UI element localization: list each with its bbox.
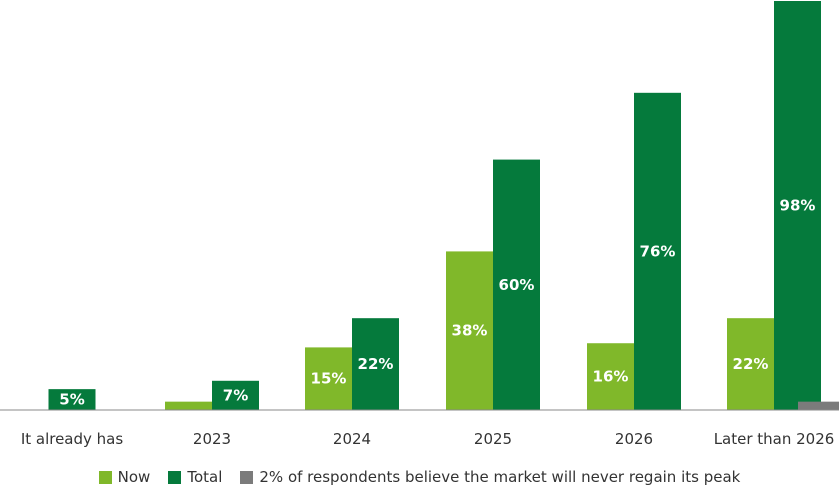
data-label-total-2026: 76% [640,242,676,260]
data-label-now-2026: 16% [593,368,629,386]
bar-total-2023 [212,380,259,410]
category-label-2025: 2025 [474,430,512,448]
data-label-total-later-than-2026: 98% [780,197,816,215]
bar-never-regain [798,401,839,410]
data-label-now-later-than-2026: 22% [733,355,769,373]
legend-item-total: Total [168,468,222,486]
legend-swatch-never [240,470,254,484]
legend-label-total: Total [187,468,223,486]
data-label-total-2024: 22% [358,355,394,373]
legend-swatch-now [98,470,112,484]
bar-now-2024 [305,347,352,410]
labels-group: 5% It already has 7% 2023 15% 22% 2024 38% 60% 20… [21,197,835,449]
category-label-later-than-2026: Later than 2026 [714,430,835,448]
category-label-it-already-has: It already has [21,430,124,448]
data-label-total-2023: 7% [223,386,248,404]
data-label-total-2025: 60% [499,276,535,294]
data-label-now-2025: 38% [452,322,488,340]
legend: Now Total 2% of respondents believe the … [0,466,839,488]
legend-item-never: 2% of respondents believe the market wil… [240,468,740,486]
bar-total-2026 [634,92,681,410]
bar-now-2025 [446,251,493,410]
data-label-total-it-already-has: 5% [59,391,84,409]
legend-swatch-total [168,470,182,484]
category-label-2023: 2023 [193,430,231,448]
category-label-2024: 2024 [333,430,371,448]
legend-label-now: Now [117,468,151,486]
bar-now-2026 [587,343,634,410]
data-label-now-2024: 15% [311,370,347,388]
bar-total-it-already-has [48,389,96,410]
bar-now-later-than-2026 [727,318,774,410]
bar-total-2025 [493,159,540,410]
legend-item-now: Now [98,468,151,486]
bars-group [48,1,839,410]
legend-label-never: 2% of respondents believe the market wil… [259,468,741,486]
category-label-2026: 2026 [615,430,653,448]
bar-total-2024 [352,318,399,410]
bar-now-2023 [165,401,212,410]
bar-total-later-than-2026 [774,1,821,410]
